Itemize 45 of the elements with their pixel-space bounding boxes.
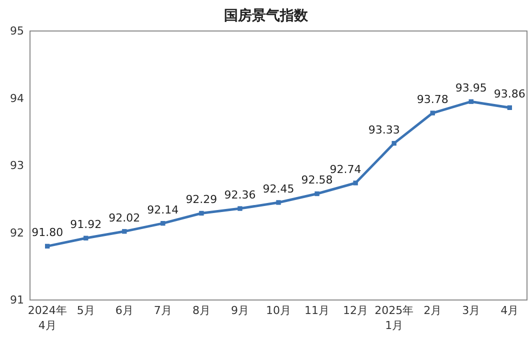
data-label: 92.14 (147, 203, 179, 216)
x-tick-label: 12月 (343, 304, 368, 317)
x-tick-label: 5月 (76, 304, 95, 317)
data-label: 93.86 (494, 88, 526, 101)
point (238, 206, 242, 211)
point (353, 180, 358, 186)
data-label: 92.58 (301, 174, 333, 187)
x-tick-label: 2025年 1月 (374, 304, 414, 332)
point (430, 110, 435, 116)
data-label: 92.74 (330, 162, 362, 176)
x-tick-label: 3月 (462, 304, 480, 317)
point (314, 191, 320, 196)
point (44, 244, 50, 249)
data-label: 91.92 (70, 218, 102, 232)
data-label: 91.80 (32, 226, 64, 240)
point (507, 105, 512, 110)
x-tick-label: 6月 (115, 304, 134, 317)
data-label: 92.02 (108, 211, 140, 224)
data-label: 93.78 (416, 93, 448, 106)
x-tick-label: 11月 (304, 304, 330, 317)
y-tick-label: 91 (10, 294, 24, 307)
data-label: 93.33 (368, 123, 400, 136)
y-tick-label: 94 (10, 92, 24, 105)
y-tick-label: 93 (10, 159, 24, 172)
x-tick-label: 2024年 4月 (28, 304, 67, 332)
x-tick-label: 9月 (230, 304, 249, 317)
y-tick-label: 92 (10, 226, 24, 240)
x-tick-label: 4月 (500, 304, 519, 317)
point (160, 220, 166, 226)
point (468, 99, 474, 104)
x-tick-label: 7月 (154, 304, 172, 317)
point (392, 140, 396, 146)
data-label: 92.29 (186, 193, 218, 206)
x-tick-label: 8月 (192, 304, 210, 317)
chart-title: 国房景气指数 (224, 7, 309, 24)
data-label: 92.45 (262, 182, 294, 196)
data-label: 92.36 (224, 188, 256, 202)
point (122, 229, 127, 234)
point (199, 210, 204, 216)
y-tick-label: 95 (10, 24, 24, 38)
data-label: 93.95 (455, 82, 487, 95)
point (84, 236, 88, 240)
x-tick-label: 2月 (424, 304, 442, 317)
point (276, 200, 281, 205)
x-tick-label: 10月 (266, 304, 291, 317)
